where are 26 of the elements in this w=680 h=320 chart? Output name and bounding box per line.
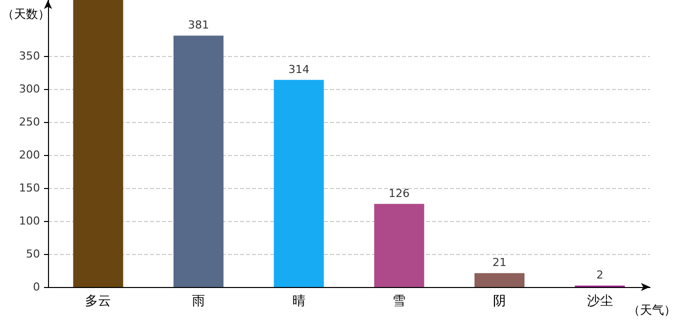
y-tick-label: 250	[19, 116, 40, 129]
y-tick-label: 200	[19, 148, 40, 162]
y-tick-label: 350	[19, 50, 40, 63]
x-tick-label: 雨	[192, 294, 205, 309]
y-tick-label: 150	[19, 182, 40, 195]
bar	[474, 273, 524, 287]
data-label: 314	[288, 62, 310, 76]
x-axis-title: （天气）	[628, 303, 676, 317]
x-tick-label: 多云	[85, 294, 112, 309]
data-label: 126	[388, 186, 410, 200]
y-tick-label: 0	[33, 280, 40, 294]
x-tick-label: 雪	[392, 294, 406, 309]
x-tick-label: 阴	[493, 294, 506, 309]
bar	[374, 204, 424, 287]
y-tick-label: 50	[26, 248, 40, 261]
bar	[274, 80, 324, 287]
y-tick-label: 300	[19, 82, 40, 96]
data-label: 381	[188, 18, 209, 32]
data-label: 21	[492, 256, 506, 270]
y-tick-label: 100	[19, 214, 40, 228]
bar	[73, 0, 124, 287]
x-tick-label: 晴	[292, 294, 306, 309]
x-tick-label: 沙尘	[586, 294, 613, 309]
data-label: 2	[596, 268, 604, 282]
y-axis-title: （天数）	[2, 7, 50, 21]
bar	[174, 36, 224, 287]
